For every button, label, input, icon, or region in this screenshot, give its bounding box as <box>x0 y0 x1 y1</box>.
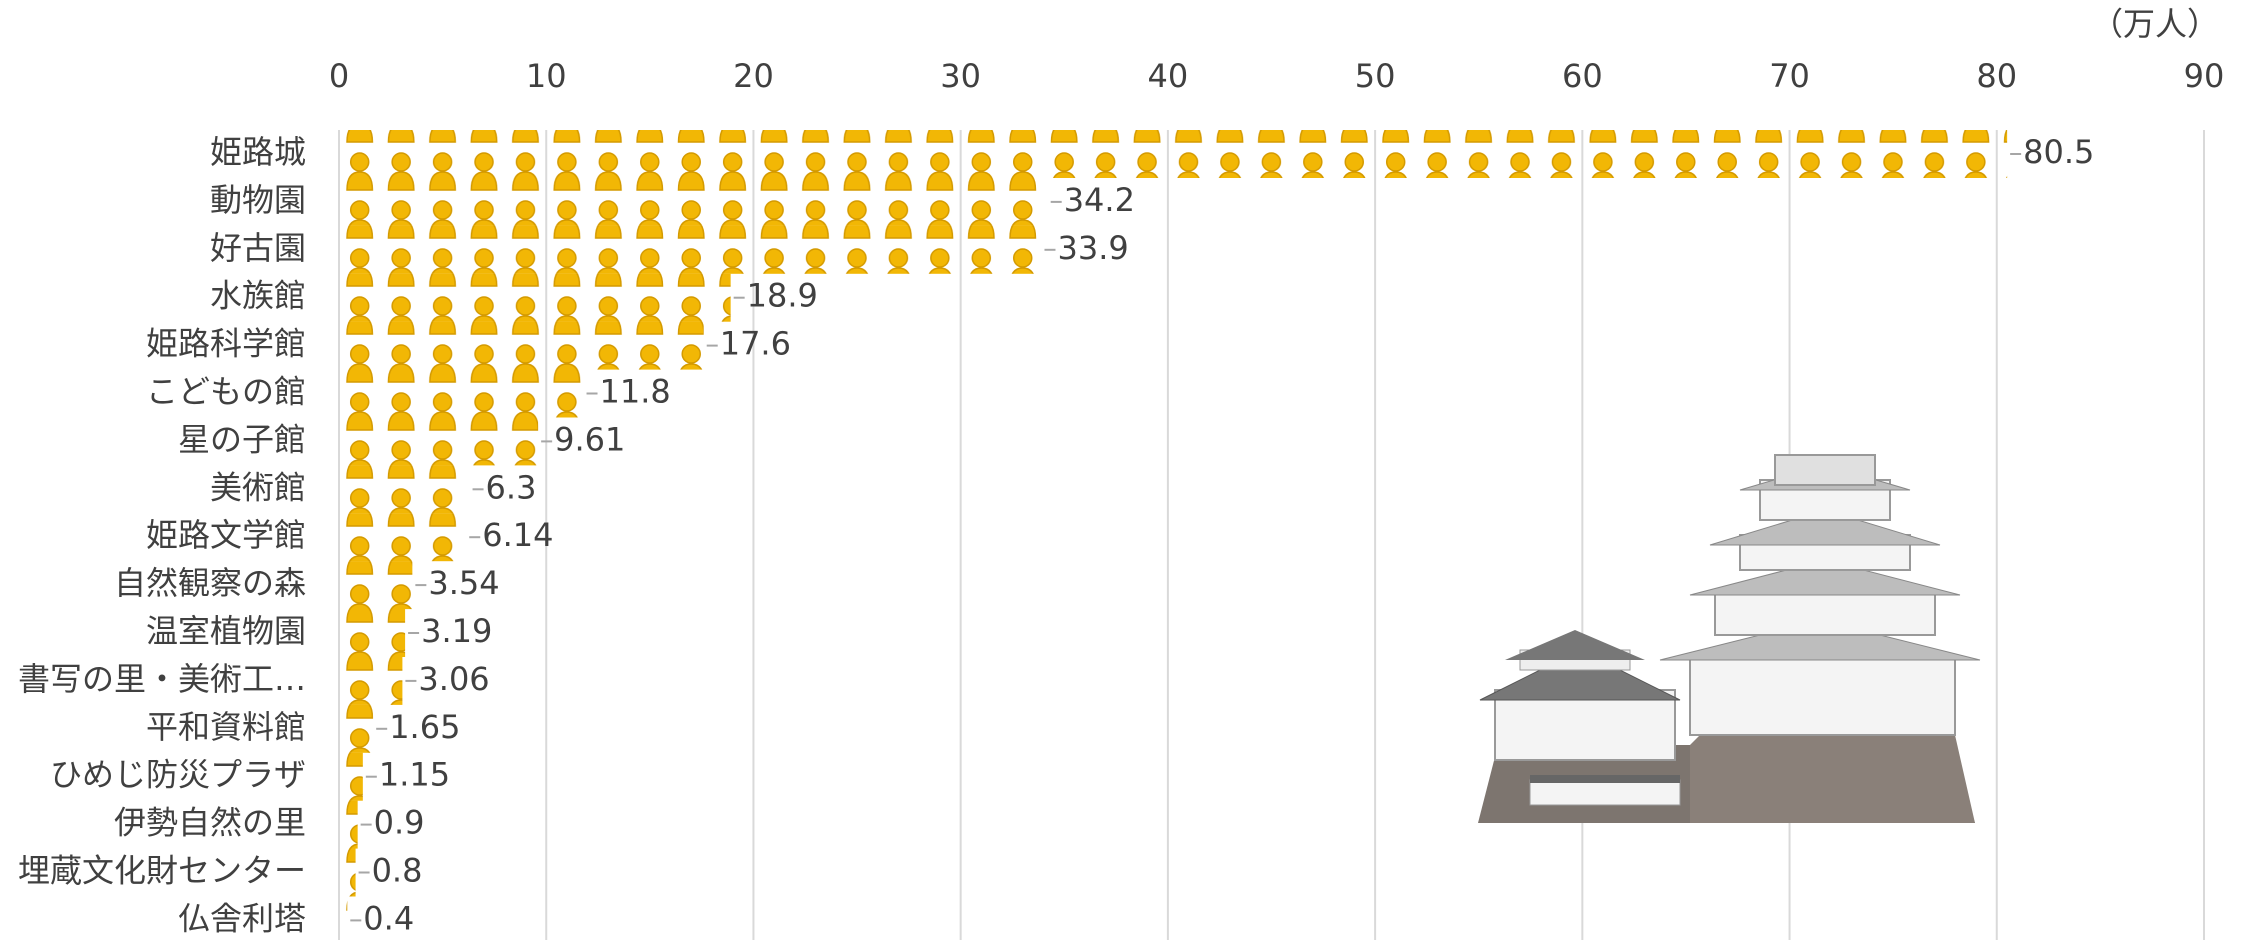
y-tick-label: ひめじ防災プラザ <box>50 756 306 794</box>
y-tick-label: 伊勢自然の里 <box>114 804 306 842</box>
bar <box>339 321 704 370</box>
x-tick-label: 60 <box>1562 57 1603 95</box>
x-tick-label: 50 <box>1355 57 1396 95</box>
bar <box>339 273 731 322</box>
x-tick-label: 90 <box>2184 57 2225 95</box>
data-label: 1.15 <box>379 756 450 794</box>
bar <box>339 800 358 849</box>
y-tick-label: 姫路城 <box>210 133 306 171</box>
bar <box>339 417 539 466</box>
x-tick-label: 0 <box>329 57 349 95</box>
bar <box>339 704 374 753</box>
x-tick-label: 20 <box>733 57 774 95</box>
data-label: 34.2 <box>1064 181 1135 219</box>
bar <box>339 656 403 705</box>
data-label: 0.9 <box>374 804 425 842</box>
data-label: 1.65 <box>389 708 460 746</box>
bar <box>339 225 1042 274</box>
x-tick-label: 40 <box>1148 57 1189 95</box>
y-tick-label: 水族館 <box>210 277 306 315</box>
x-tick-label: 10 <box>526 57 567 95</box>
y-tick-label: 姫路文学館 <box>146 516 306 554</box>
data-label: 6.3 <box>486 468 537 506</box>
data-label: 3.06 <box>418 660 489 698</box>
data-label: 9.61 <box>554 420 625 458</box>
bar <box>339 561 413 610</box>
y-tick-label: 好古園 <box>210 229 306 267</box>
y-tick-label: 姫路科学館 <box>146 325 306 363</box>
y-tick-label: 温室植物園 <box>146 612 306 650</box>
data-label: 0.8 <box>372 852 423 890</box>
x-tick-label: 70 <box>1769 57 1810 95</box>
bar <box>339 609 406 657</box>
y-tick-label: 埋蔵文化財センター <box>18 852 306 890</box>
y-tick-label: 星の子館 <box>178 420 306 458</box>
x-tick-label: 30 <box>940 57 981 95</box>
x-tick-label: 80 <box>1976 57 2017 95</box>
data-label: 80.5 <box>2023 133 2094 171</box>
castle-illustration <box>1478 454 1981 823</box>
y-tick-label: 仏舎利塔 <box>178 899 306 937</box>
y-tick-label: 平和資料館 <box>146 708 306 746</box>
bar <box>339 369 584 418</box>
y-tick-label: 書写の里・美術工… <box>18 660 306 698</box>
bar <box>339 130 2008 178</box>
y-tick-label: こどもの館 <box>146 373 306 411</box>
bar <box>339 896 348 940</box>
data-label: 0.4 <box>363 899 414 937</box>
bar <box>339 848 356 897</box>
data-label: 3.54 <box>428 564 499 602</box>
y-tick-label: 動物園 <box>210 181 306 219</box>
data-label: 17.6 <box>720 325 791 363</box>
y-tick-label: 自然観察の森 <box>114 564 306 602</box>
bar <box>339 752 363 801</box>
bar <box>339 513 467 562</box>
data-label: 18.9 <box>747 277 818 315</box>
unit-label: （万人） <box>2091 5 2219 43</box>
bar <box>339 465 470 514</box>
data-label: 11.8 <box>600 373 671 411</box>
data-label: 33.9 <box>1057 229 1128 267</box>
data-label: 3.19 <box>421 612 492 650</box>
data-label: 6.14 <box>482 516 553 554</box>
y-tick-label: 美術館 <box>210 468 306 506</box>
bar <box>339 177 1048 226</box>
